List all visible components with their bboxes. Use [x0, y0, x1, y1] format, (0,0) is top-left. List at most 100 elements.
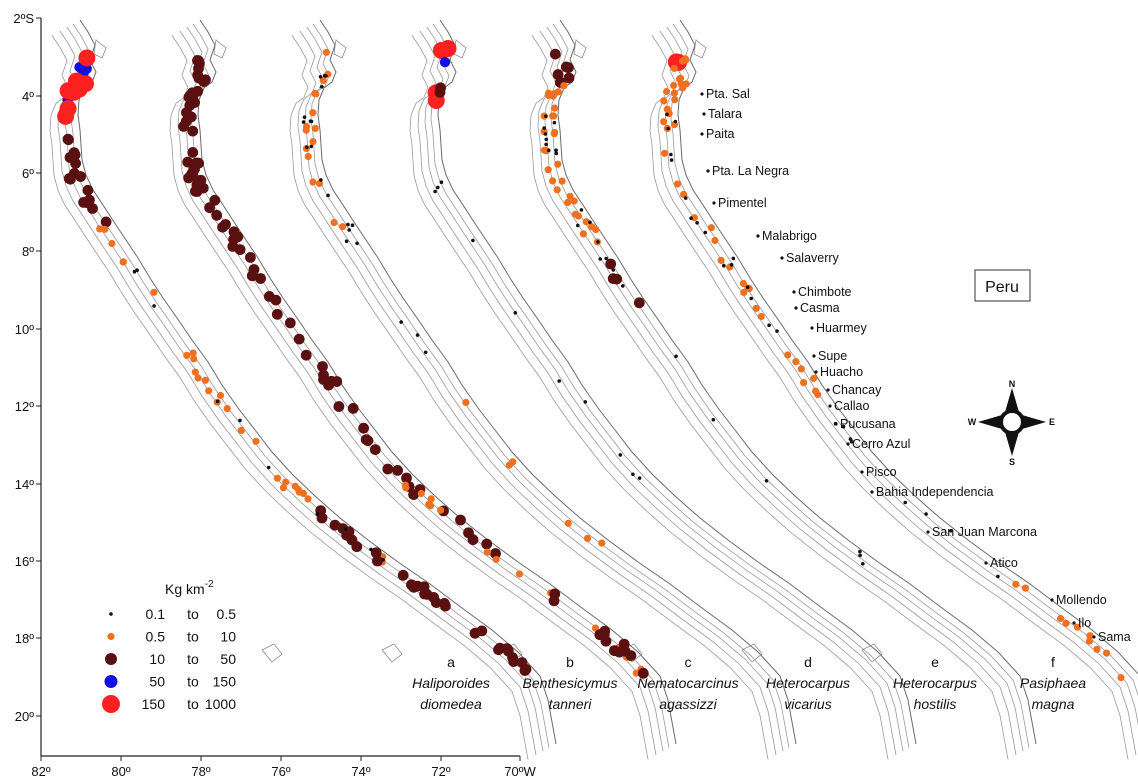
sample-point [673, 180, 682, 188]
isobath-line [409, 35, 889, 760]
sample-point [669, 152, 673, 157]
locality-marker [984, 561, 988, 565]
sample-point [689, 216, 693, 220]
sample-point [775, 329, 779, 333]
legend-swatch [105, 653, 117, 665]
longitude-tick-label: 72º [431, 764, 450, 779]
sample-point [663, 105, 671, 113]
locality-label: Paita [706, 127, 735, 141]
sample-point [311, 89, 319, 98]
sample-point [183, 351, 191, 359]
latitude-axis: 2ºS 4º 6º 8º 10º 12º 14º 16º 18º 20º [13, 11, 41, 724]
isobath-line [177, 30, 657, 756]
sample-point [861, 562, 865, 566]
panel-species: magna [1032, 696, 1075, 712]
map-frame [40, 18, 520, 757]
sample-point [318, 75, 323, 79]
sample-point [560, 61, 572, 73]
sample-point [82, 184, 94, 196]
sample-point [216, 391, 225, 400]
sample-point [317, 361, 328, 372]
sample-point [355, 241, 359, 246]
locality-label: Pta. Sal [706, 87, 750, 101]
sample-point [745, 285, 750, 290]
sample-point [553, 186, 561, 194]
sample-point [302, 115, 307, 119]
legend-to-word: to [187, 606, 199, 622]
isobath-line [417, 30, 897, 756]
isobath-line [49, 35, 529, 760]
sample-point [344, 239, 349, 243]
sample-point [324, 74, 328, 78]
sample-point [551, 128, 559, 137]
locality-label: Pta. La Negra [712, 164, 789, 178]
panel-letter: e [931, 654, 939, 670]
sample-point [574, 212, 583, 220]
sample-point [228, 226, 240, 238]
sample-point [1093, 645, 1101, 653]
sample-point [291, 482, 299, 490]
sample-point [598, 257, 602, 261]
legend-title-text: Kg km [165, 581, 205, 597]
legend-from: 150 [142, 696, 166, 712]
sample-point [545, 91, 553, 99]
longitude-tick-label: 78º [191, 764, 210, 779]
sample-point [190, 355, 198, 363]
sample-point [279, 484, 287, 492]
sample-point [237, 426, 245, 434]
sample-point [455, 514, 466, 526]
sample-point [633, 297, 645, 309]
sample-point [1117, 674, 1125, 682]
sample-point [666, 126, 670, 131]
sample-point [293, 333, 305, 345]
sample-point [547, 148, 551, 153]
panel-species: vicarius [784, 696, 831, 712]
legend-to-word: to [187, 651, 199, 667]
sample-point [481, 538, 493, 550]
isobath-line [297, 30, 777, 756]
sample-point [609, 645, 620, 657]
sample-point [660, 97, 668, 105]
panel-letter: d [804, 654, 812, 670]
sample-point [238, 418, 242, 423]
sample-point [540, 146, 549, 154]
sample-point [564, 198, 572, 206]
sample-point [671, 96, 679, 104]
isobath-line [544, 26, 1024, 752]
sample-point [492, 555, 500, 564]
sample-point [579, 208, 584, 212]
sample-point [304, 152, 312, 161]
locality-marker [700, 92, 704, 96]
bay-outline [93, 39, 107, 59]
sample-point [339, 223, 347, 231]
sample-point [263, 291, 275, 302]
sample-point [599, 625, 611, 637]
legend-title-exponent: -2 [205, 579, 214, 590]
bay-outline [741, 643, 763, 663]
legend-to-word: to [187, 696, 199, 712]
sample-point [797, 365, 805, 373]
sample-point [549, 48, 561, 60]
legend-swatch [102, 695, 120, 713]
compass-south-label: S [1009, 457, 1015, 467]
sample-point [550, 112, 558, 120]
sample-point [184, 90, 196, 102]
sample-point [423, 350, 428, 355]
panel-genus: Pasiphaea [1020, 675, 1086, 691]
isobath-line [304, 26, 784, 752]
panel-letter: a [447, 654, 455, 670]
sample-point [544, 114, 548, 118]
sample-point [515, 570, 524, 578]
sample-point [252, 437, 260, 445]
locality-label: Callao [834, 399, 869, 413]
compass-icon: N S E W [968, 379, 1055, 467]
sample-point [548, 595, 560, 607]
bay-outline [861, 643, 883, 663]
sample-point [402, 484, 410, 492]
sample-point [282, 478, 290, 486]
sample-point [319, 178, 323, 182]
sample-point [542, 126, 546, 130]
sample-point [425, 500, 433, 508]
sample-point [519, 665, 531, 676]
sample-point [858, 553, 862, 558]
